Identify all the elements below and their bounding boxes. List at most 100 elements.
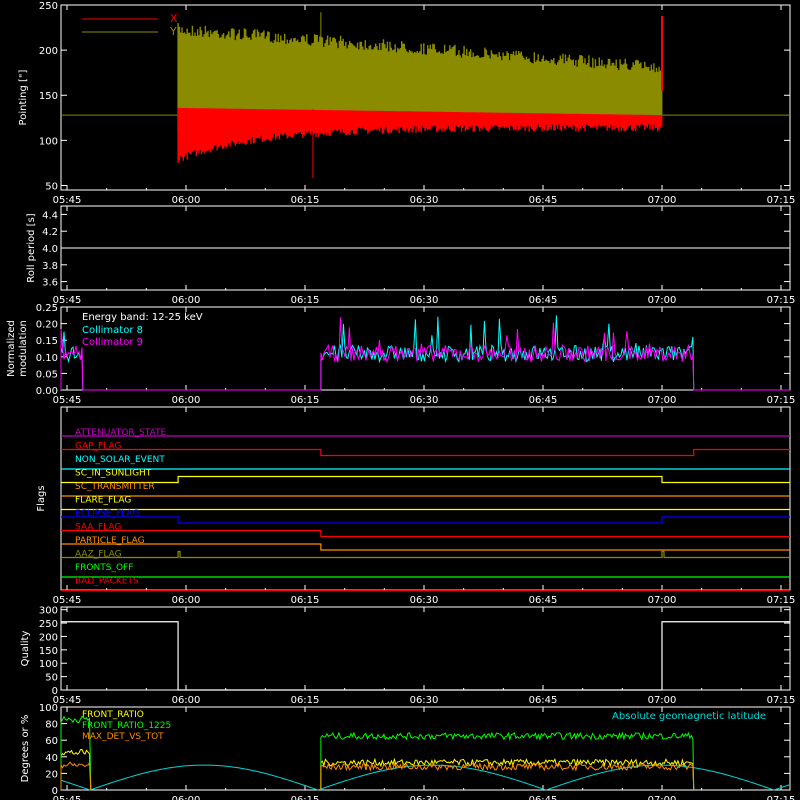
quality-tick-label: 50 [45, 673, 58, 684]
flag-aaz-flag-label: AAZ_FLAG [75, 550, 122, 560]
x-tick-label: 06:00 [172, 695, 201, 706]
x-tick-label: 06:15 [291, 795, 320, 800]
x-tick-label: 05:45 [53, 795, 82, 800]
degrees-tick-label: 20 [45, 769, 58, 780]
pointing-ylabel: Pointing ["] [18, 69, 29, 125]
flag-saa-flag-trace [61, 529, 790, 538]
flag-eclipse-flag-trace [61, 516, 790, 524]
quality-trace [61, 621, 790, 691]
legend-front-ratio: FRONT_RATIO [82, 710, 144, 720]
degrees-tick-label: 0 [52, 786, 58, 797]
flag-bad-packets-label: BAD_PACKETS [75, 577, 139, 587]
x-tick-label: 06:00 [172, 795, 201, 800]
energy-band-annotation: Energy band: 12-25 keV [82, 312, 203, 323]
modulation-tick-label: 0.05 [36, 369, 58, 380]
flag-attenuator-state-label: ATTENUATOR_STATE [75, 428, 167, 438]
x-tick-label: 06:00 [172, 595, 201, 606]
modulation-tick-label: 0.00 [36, 386, 58, 397]
x-tick-label: 07:15 [767, 595, 796, 606]
quality-tick-label: 200 [39, 632, 58, 643]
x-tick-label: 07:00 [648, 695, 677, 706]
pointing-band-x [177, 107, 663, 163]
quality-tick-label: 250 [39, 619, 58, 630]
x-tick-label: 07:00 [648, 195, 677, 206]
degrees-tick-label: 80 [45, 720, 58, 731]
modulation-tick-label: 0.15 [36, 336, 58, 347]
x-tick-label: 06:45 [529, 595, 558, 606]
x-tick-label: 06:30 [410, 295, 439, 306]
x-tick-label: 06:45 [529, 695, 558, 706]
flag-non-solar-event-label: NON_SOLAR_EVENT [75, 455, 165, 465]
modulation-tick-label: 0.25 [36, 303, 58, 314]
x-tick-label: 06:00 [172, 295, 201, 306]
quality-tick-label: 150 [39, 646, 58, 657]
modulation-series-9 [60, 317, 790, 391]
pointing-tick-label: 200 [39, 46, 58, 57]
flags-ylabel: Flags [36, 485, 47, 511]
modulation-tick-label: 0.10 [36, 353, 58, 364]
x-tick-label: 07:15 [767, 395, 796, 406]
series-max-det-vs-tot [60, 761, 695, 791]
pointing-series-y [177, 12, 663, 135]
x-tick-label: 06:00 [172, 195, 201, 206]
x-tick-label: 06:45 [529, 195, 558, 206]
roll-tick-label: 3.8 [42, 261, 58, 272]
x-tick-label: 07:00 [648, 395, 677, 406]
x-tick-label: 05:45 [53, 695, 82, 706]
legend-geomagnetic-latitude: Absolute geomagnetic latitude [612, 711, 766, 722]
roll-ylabel: Roll period [s] [26, 213, 37, 282]
modulation-ylabel-2: modulation [18, 320, 29, 377]
flag-gap-flag-label: GAP_FLAG [75, 442, 121, 452]
pointing-band-y [177, 23, 663, 135]
flag-fronts-off-label: FRONTS_OFF [75, 563, 133, 573]
legend-label-x: X [170, 12, 178, 25]
roll-tick-label: 4.2 [42, 227, 58, 238]
x-tick-label: 07:15 [767, 695, 796, 706]
legend-label-y: Y [169, 25, 177, 38]
x-tick-label: 06:15 [291, 195, 320, 206]
flag-eclipse-flag-label: ECLIPSE_FLAG [75, 509, 139, 519]
x-tick-label: 05:45 [53, 195, 82, 206]
x-tick-label: 05:45 [53, 595, 82, 606]
legend-collimator-8: Collimator 8 [82, 325, 143, 336]
pointing-tick-label: 250 [39, 1, 58, 12]
quality-tick-label: 300 [39, 606, 58, 617]
roll-tick-label: 4.4 [42, 210, 58, 221]
legend-collimator-9: Collimator 9 [82, 337, 143, 348]
x-tick-label: 05:45 [53, 295, 82, 306]
x-tick-label: 06:15 [291, 595, 320, 606]
modulation-tick-label: 0.20 [36, 320, 58, 331]
x-tick-label: 06:30 [410, 695, 439, 706]
quality-tick-label: 0 [52, 686, 58, 697]
geomagnetic-latitude-trace [60, 764, 790, 791]
flag-aaz-flag-trace [61, 550, 790, 559]
x-tick-label: 05:45 [53, 395, 82, 406]
flag-particle-flag-label: PARTICLE_FLAG [75, 536, 145, 546]
flag-saa-flag-label: SAA_FLAG [75, 523, 121, 533]
x-tick-label: 07:15 [767, 795, 796, 800]
x-tick-label: 06:30 [410, 195, 439, 206]
flag-gap-flag-trace [61, 448, 790, 457]
modulation-ylabel-1: Normalized [6, 320, 17, 377]
x-tick-label: 06:30 [410, 395, 439, 406]
panel-frame-0 [60, 4, 791, 191]
pointing-tick-label: 150 [39, 91, 58, 102]
quality-tick-label: 100 [39, 659, 58, 670]
flag-sc-in-sunlight-trace [61, 475, 790, 484]
roll-tick-label: 4.0 [42, 244, 58, 255]
x-tick-label: 06:45 [529, 795, 558, 800]
x-tick-label: 06:45 [529, 395, 558, 406]
x-tick-label: 06:15 [291, 695, 320, 706]
pointing-series-x [177, 107, 663, 179]
degrees-tick-label: 100 [39, 703, 58, 714]
x-tick-label: 07:00 [648, 595, 677, 606]
x-tick-label: 06:30 [410, 595, 439, 606]
x-tick-label: 07:15 [767, 295, 796, 306]
flag-particle-flag-trace [61, 543, 790, 551]
degrees-ylabel: Degrees or % [20, 715, 31, 783]
flag-flare-flag-label: FLARE_FLAG [75, 496, 131, 506]
quality-ylabel: Quality [20, 631, 31, 667]
series-front-ratio-1225 [60, 715, 695, 791]
flag-sc-transmitter-label: SC_TRANSMITTER [75, 482, 155, 492]
